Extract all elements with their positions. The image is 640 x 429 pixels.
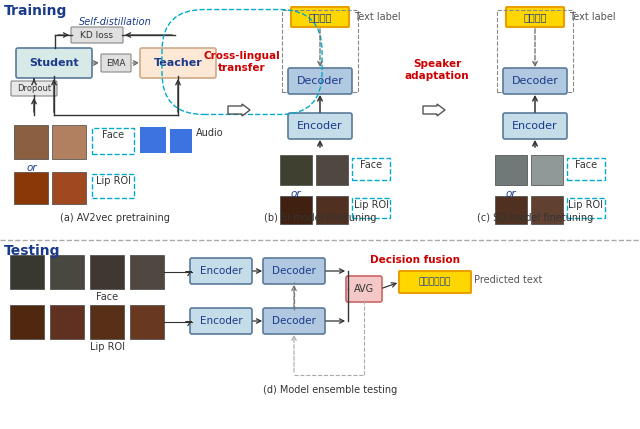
Text: Predicted text: Predicted text: [474, 275, 542, 285]
Text: (c) SD model finetuning: (c) SD model finetuning: [477, 213, 593, 223]
Text: Lip ROI: Lip ROI: [90, 342, 125, 352]
Text: Testing: Testing: [4, 244, 61, 258]
Bar: [130, 255, 164, 289]
FancyBboxPatch shape: [506, 7, 564, 27]
Bar: [90, 255, 124, 289]
Polygon shape: [228, 104, 250, 116]
Text: (a) AV2vec pretraining: (a) AV2vec pretraining: [60, 213, 170, 223]
Bar: [567, 158, 605, 180]
Text: Face: Face: [102, 130, 124, 140]
Bar: [140, 127, 166, 153]
Text: Lip ROI: Lip ROI: [568, 200, 604, 210]
Text: Cross-lingual
transfer: Cross-lingual transfer: [204, 51, 280, 73]
Text: Speaker
adaptation: Speaker adaptation: [404, 59, 469, 81]
Bar: [352, 158, 390, 180]
Text: 我是一号: 我是一号: [524, 12, 547, 22]
Bar: [52, 125, 86, 159]
Bar: [531, 196, 563, 224]
Bar: [280, 196, 312, 224]
FancyBboxPatch shape: [11, 81, 57, 96]
FancyBboxPatch shape: [140, 48, 216, 78]
Text: Decoder: Decoder: [272, 266, 316, 276]
Text: Face: Face: [575, 160, 597, 170]
Bar: [170, 129, 192, 153]
FancyBboxPatch shape: [263, 258, 325, 284]
Bar: [280, 155, 312, 185]
Bar: [352, 198, 390, 218]
FancyBboxPatch shape: [190, 308, 252, 334]
Text: Encoder: Encoder: [200, 316, 243, 326]
Text: Self-distillation: Self-distillation: [79, 17, 152, 27]
Bar: [14, 125, 48, 159]
Text: EMA: EMA: [106, 58, 125, 67]
Text: Encoder: Encoder: [512, 121, 558, 131]
Bar: [495, 196, 527, 224]
Bar: [316, 196, 348, 224]
Bar: [282, 10, 358, 92]
FancyBboxPatch shape: [503, 113, 567, 139]
Text: Decoder: Decoder: [511, 76, 559, 86]
Text: Text label: Text label: [354, 12, 401, 22]
FancyBboxPatch shape: [190, 258, 252, 284]
Bar: [497, 10, 573, 92]
Text: Face: Face: [360, 160, 382, 170]
Polygon shape: [423, 104, 445, 116]
Bar: [567, 198, 605, 218]
Text: (b) SI model finetuning: (b) SI model finetuning: [264, 213, 376, 223]
Bar: [10, 255, 44, 289]
Text: Decoder: Decoder: [296, 76, 344, 86]
FancyBboxPatch shape: [399, 271, 471, 293]
FancyBboxPatch shape: [16, 48, 92, 78]
Text: Encoder: Encoder: [297, 121, 343, 131]
Bar: [52, 172, 86, 204]
Bar: [495, 155, 527, 185]
Text: 又可以开始吗: 又可以开始吗: [419, 278, 451, 287]
Text: or: or: [506, 189, 516, 199]
FancyBboxPatch shape: [346, 276, 382, 302]
Text: or: or: [291, 189, 301, 199]
FancyBboxPatch shape: [71, 27, 123, 43]
Text: Audio: Audio: [196, 128, 223, 138]
FancyBboxPatch shape: [288, 113, 352, 139]
Text: or: or: [27, 163, 37, 173]
Text: AVG: AVG: [354, 284, 374, 294]
Bar: [50, 305, 84, 339]
FancyBboxPatch shape: [101, 54, 131, 72]
Text: Training: Training: [4, 4, 67, 18]
Text: Face: Face: [96, 292, 118, 302]
Text: Decision fusion: Decision fusion: [370, 255, 460, 265]
Bar: [531, 155, 563, 185]
FancyBboxPatch shape: [291, 7, 349, 27]
Text: Teacher: Teacher: [154, 58, 202, 68]
Text: Text label: Text label: [569, 12, 616, 22]
Bar: [14, 172, 48, 204]
Bar: [10, 305, 44, 339]
Bar: [92, 174, 134, 198]
Text: Encoder: Encoder: [200, 266, 243, 276]
Text: Decoder: Decoder: [272, 316, 316, 326]
Text: Lip ROI: Lip ROI: [95, 176, 131, 186]
Text: Lip ROI: Lip ROI: [353, 200, 388, 210]
Bar: [130, 305, 164, 339]
Text: Student: Student: [29, 58, 79, 68]
Bar: [316, 155, 348, 185]
FancyBboxPatch shape: [503, 68, 567, 94]
FancyBboxPatch shape: [288, 68, 352, 94]
Text: (d) Model ensemble testing: (d) Model ensemble testing: [263, 385, 397, 395]
Text: 我是三号: 我是三号: [308, 12, 332, 22]
Text: Dropout: Dropout: [17, 84, 51, 93]
FancyBboxPatch shape: [263, 308, 325, 334]
Bar: [92, 128, 134, 154]
Bar: [90, 305, 124, 339]
Bar: [50, 255, 84, 289]
Text: KD loss: KD loss: [81, 30, 113, 39]
